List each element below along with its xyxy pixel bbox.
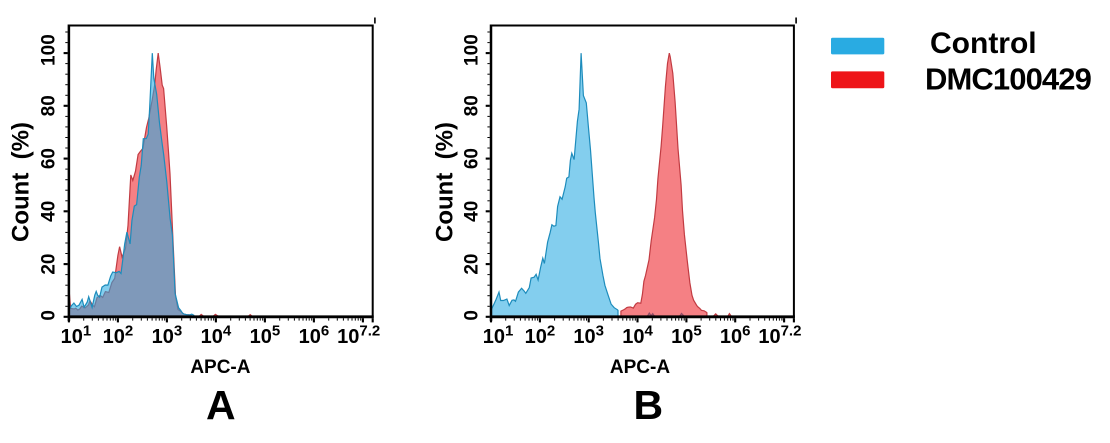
- svg-text:20: 20: [39, 254, 60, 275]
- svg-text:B: B: [633, 382, 663, 428]
- svg-text:40: 40: [462, 201, 483, 222]
- svg-text:80: 80: [39, 95, 60, 116]
- svg-text:Control: Control: [930, 27, 1037, 60]
- svg-text:Count (%): Count (%): [431, 122, 458, 242]
- svg-text:Count (%): Count (%): [7, 122, 34, 242]
- svg-text:102: 102: [525, 323, 556, 348]
- svg-text:APC-A: APC-A: [190, 357, 250, 378]
- svg-text:0: 0: [462, 310, 483, 321]
- svg-text:100: 100: [39, 34, 60, 66]
- svg-text:40: 40: [39, 201, 60, 222]
- svg-text:60: 60: [39, 148, 60, 169]
- svg-text:APC-A: APC-A: [610, 357, 670, 378]
- svg-text:0: 0: [39, 310, 60, 321]
- svg-text:60: 60: [462, 148, 483, 169]
- svg-text:DMC100429: DMC100429: [925, 62, 1092, 97]
- svg-text:100: 100: [462, 34, 483, 66]
- svg-text:20: 20: [462, 254, 483, 275]
- svg-text:A: A: [206, 382, 236, 428]
- svg-text:80: 80: [462, 95, 483, 116]
